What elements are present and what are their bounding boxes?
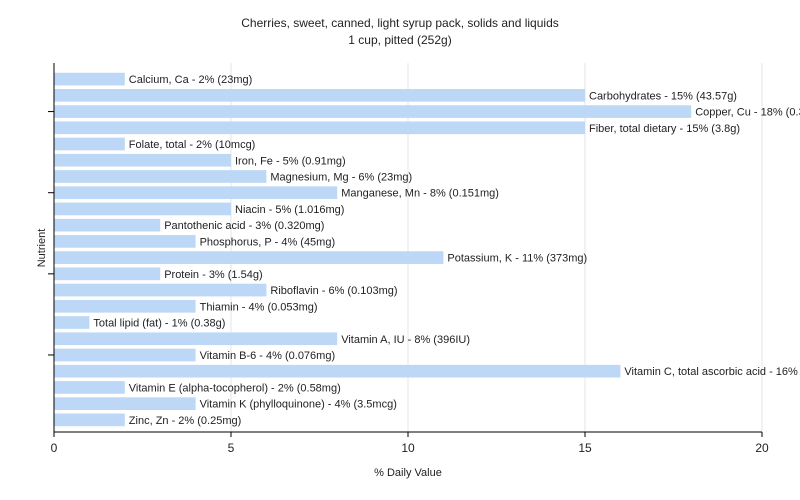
bar-label: Vitamin E (alpha-tocopherol) - 2% (0.58m… bbox=[129, 382, 341, 394]
bar-label: Vitamin K (phylloquinone) - 4% (3.5mcg) bbox=[200, 399, 397, 411]
axes: 0 5 10 15 20 bbox=[48, 63, 769, 455]
bar-label: Iron, Fe - 5% (0.91mg) bbox=[235, 155, 346, 167]
bar bbox=[54, 397, 196, 410]
x-tick-label: 15 bbox=[578, 441, 592, 455]
x-tick-label: 10 bbox=[401, 441, 415, 455]
bar-label: Vitamin B-6 - 4% (0.076mg) bbox=[200, 350, 336, 362]
bar-label: Folate, total - 2% (10mcg) bbox=[129, 139, 256, 151]
bar bbox=[54, 348, 196, 362]
bar-label: Fiber, total dietary - 15% (3.8g) bbox=[589, 123, 740, 135]
bar-label: Zinc, Zn - 2% (0.25mg) bbox=[129, 415, 241, 427]
chart-subtitle: 1 cup, pitted (252g) bbox=[348, 33, 451, 47]
bar bbox=[54, 251, 444, 264]
bar bbox=[54, 267, 161, 281]
bar bbox=[54, 170, 267, 183]
bar bbox=[54, 153, 231, 167]
bar bbox=[54, 89, 585, 102]
bar bbox=[54, 332, 338, 346]
bar bbox=[54, 186, 338, 200]
bar-label: Protein - 3% (1.54g) bbox=[164, 269, 262, 281]
x-tick-label: 0 bbox=[51, 441, 58, 455]
bar bbox=[54, 299, 196, 313]
x-tick-label: 20 bbox=[755, 441, 769, 455]
bar bbox=[54, 202, 231, 216]
bar-label: Magnesium, Mg - 6% (23mg) bbox=[270, 171, 412, 183]
bar bbox=[54, 72, 125, 86]
bar bbox=[54, 218, 161, 232]
bar bbox=[54, 105, 692, 118]
bar bbox=[54, 316, 90, 329]
bar-label: Pantothenic acid - 3% (0.320mg) bbox=[164, 220, 324, 232]
bar-label: Riboflavin - 6% (0.103mg) bbox=[270, 285, 397, 297]
x-tick-label: 5 bbox=[228, 441, 235, 455]
bar-label: Thiamin - 4% (0.053mg) bbox=[200, 301, 318, 313]
x-axis-title: % Daily Value bbox=[374, 467, 442, 479]
bar bbox=[54, 121, 585, 135]
bar bbox=[54, 364, 621, 378]
bar bbox=[54, 283, 267, 297]
bar bbox=[54, 413, 125, 427]
bars: Calcium, Ca - 2% (23mg) Carbohydrates - 1… bbox=[54, 72, 800, 427]
bar-label: Copper, Cu - 18% (0.365mg) bbox=[695, 107, 800, 119]
bar-label: Vitamin C, total ascorbic acid - 16% (9.… bbox=[624, 366, 800, 378]
bar-label: Manganese, Mn - 8% (0.151mg) bbox=[341, 188, 499, 200]
bar bbox=[54, 235, 196, 248]
bar-label: Phosphorus, P - 4% (45mg) bbox=[200, 236, 336, 248]
bar-label: Total lipid (fat) - 1% (0.38g) bbox=[93, 318, 225, 330]
bar bbox=[54, 137, 125, 151]
y-axis-title: Nutrient bbox=[36, 229, 48, 268]
bar-label: Carbohydrates - 15% (43.57g) bbox=[589, 90, 737, 102]
bar-label: Calcium, Ca - 2% (23mg) bbox=[129, 74, 252, 86]
bar-label: Niacin - 5% (1.016mg) bbox=[235, 204, 344, 216]
chart-title: Cherries, sweet, canned, light syrup pac… bbox=[241, 16, 559, 30]
bar bbox=[54, 381, 125, 394]
bar-label: Potassium, K - 11% (373mg) bbox=[447, 253, 587, 265]
bar-label: Vitamin A, IU - 8% (396IU) bbox=[341, 334, 470, 346]
